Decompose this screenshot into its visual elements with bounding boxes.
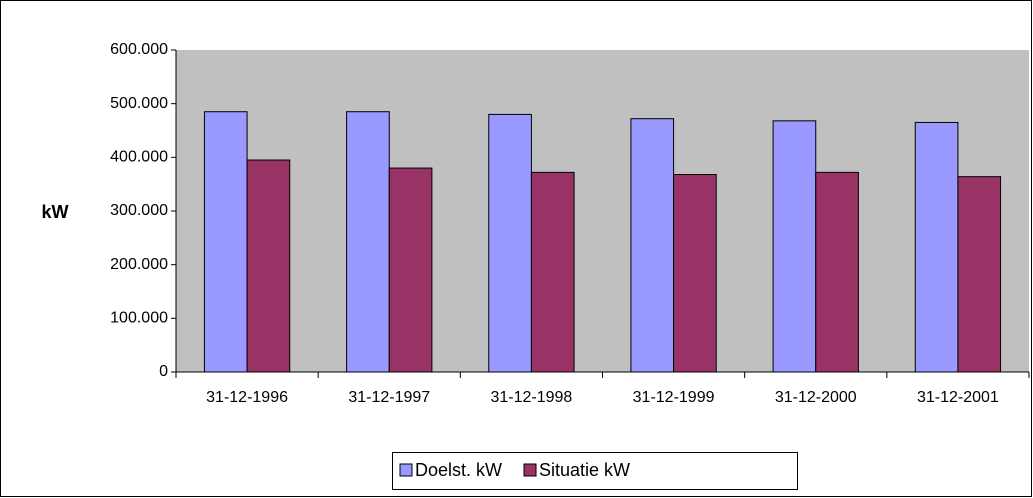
x-tick-label: 31-12-2000 xyxy=(775,389,857,406)
bar xyxy=(346,111,390,373)
y-tick-label: 500.000 xyxy=(110,95,168,112)
legend-swatch xyxy=(523,463,537,477)
y-tick-label: 0 xyxy=(159,363,168,380)
bar xyxy=(914,121,959,373)
bar xyxy=(957,176,1002,373)
bar xyxy=(815,171,859,373)
y-tick-label: 100.000 xyxy=(110,310,168,327)
bar xyxy=(246,159,291,373)
legend-label: Doelst. kW xyxy=(415,460,502,480)
y-axis-label: kW xyxy=(42,202,69,222)
x-tick-label: 31-12-1996 xyxy=(206,389,288,406)
x-tick-label: 31-12-1999 xyxy=(633,389,715,406)
bar xyxy=(630,118,675,373)
plot-area xyxy=(176,50,1029,372)
legend-box xyxy=(392,452,798,490)
legend-label: Situatie kW xyxy=(539,460,630,480)
y-tick-label: 200.000 xyxy=(110,256,168,273)
x-tick-label: 31-12-1997 xyxy=(348,389,430,406)
bar xyxy=(530,171,575,373)
x-tick-label: 31-12-2001 xyxy=(917,389,999,406)
bar xyxy=(673,174,717,373)
y-tick-label: 400.000 xyxy=(110,149,168,166)
bar xyxy=(388,167,433,373)
bar xyxy=(203,111,248,373)
y-tick-label: 600.000 xyxy=(110,41,168,58)
x-tick-label: 31-12-1998 xyxy=(490,389,572,406)
y-tick-label: 300.000 xyxy=(110,202,168,219)
bar xyxy=(772,120,817,373)
legend-swatch xyxy=(399,463,413,477)
bar xyxy=(488,113,532,373)
